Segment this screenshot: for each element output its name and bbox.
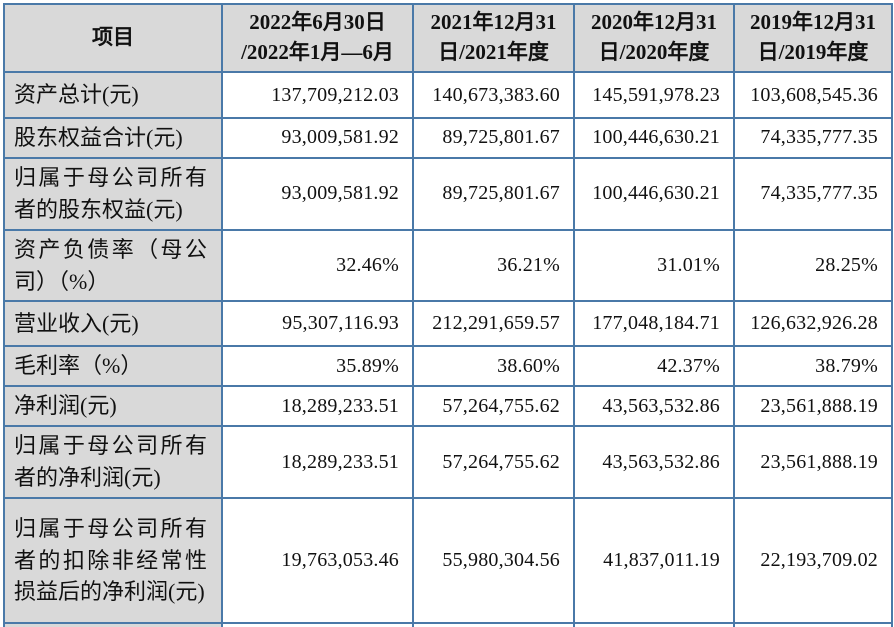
row-label-cell: 归属于母公司所有者的股东权益(元) [3,156,223,231]
row-value-cell: 18,289,233.51 [221,385,414,428]
cutoff-value-cell [221,622,414,627]
row-value-cell: 36.21% [412,228,575,303]
row-value-cell: 55,980,304.56 [412,497,575,625]
row-value-cell: 140,673,383.60 [412,71,575,119]
row-value-cell: 93,009,581.92 [221,117,414,159]
row-value-cell: 42.37% [573,345,735,388]
row-value-cell: 74,335,777.35 [733,156,893,231]
table-row: 归属于母公司所有者的扣除非经常性损益后的净利润(元) 19,763,053.46 5… [3,497,893,625]
table-row: 归属于母公司所有者的股东权益(元) 93,009,581.92 89,725,801… [3,156,893,231]
row-label-cell: 归属于母公司所有者的净利润(元) [3,425,223,500]
row-label-cell: 资产总计(元) [3,71,223,119]
row-value-cell: 31.01% [573,228,735,303]
table-row: 资产负债率（母公司）（%） 32.46% 36.21% 31.01% 28.25% [3,228,893,303]
table-row: 股东权益合计(元) 93,009,581.92 89,725,801.67 100,4… [3,117,893,159]
row-value-cell: 126,632,926.28 [733,300,893,348]
row-value-cell: 145,591,978.23 [573,71,735,119]
table-row: 净利润(元) 18,289,233.51 57,264,755.62 43,563,5… [3,385,893,428]
row-value-cell: 212,291,659.57 [412,300,575,348]
table-row: 毛利率（%） 35.89% 38.60% 42.37% 38.79% [3,345,893,388]
row-value-cell: 38.79% [733,345,893,388]
row-label-cell: 股东权益合计(元) [3,117,223,159]
cutoff-value-cell [733,622,893,627]
header-cell-period-2020: 2020年12月31 日/2020年度 [573,3,735,73]
cutoff-row [3,622,893,627]
cutoff-value-cell [412,622,575,627]
row-value-cell: 137,709,212.03 [221,71,414,119]
row-value-cell: 43,563,532.86 [573,425,735,500]
row-value-cell: 41,837,011.19 [573,497,735,625]
table-row: 营业收入(元) 95,307,116.93 212,291,659.57 177,04… [3,300,893,348]
table-row: 归属于母公司所有者的净利润(元) 18,289,233.51 57,264,755.… [3,425,893,500]
row-value-cell: 35.89% [221,345,414,388]
row-value-cell: 93,009,581.92 [221,156,414,231]
header-cell-period-2019: 2019年12月31 日/2019年度 [733,3,893,73]
row-value-cell: 89,725,801.67 [412,156,575,231]
row-label-cell: 毛利率（%） [3,345,223,388]
table-row: 资产总计(元) 137,709,212.03 140,673,383.60 145,5… [3,71,893,119]
header-cell-item: 项目 [3,3,223,73]
row-value-cell: 43,563,532.86 [573,385,735,428]
row-value-cell: 100,446,630.21 [573,156,735,231]
row-value-cell: 74,335,777.35 [733,117,893,159]
row-value-cell: 32.46% [221,228,414,303]
row-value-cell: 95,307,116.93 [221,300,414,348]
header-cell-period-2021: 2021年12月31 日/2021年度 [412,3,575,73]
row-value-cell: 100,446,630.21 [573,117,735,159]
cutoff-value-cell [573,622,735,627]
financial-summary-table: 项目 2022年6月30日 /2022年1月—6月 2021年12月31 日/2… [3,3,893,627]
row-value-cell: 38.60% [412,345,575,388]
row-value-cell: 57,264,755.62 [412,385,575,428]
row-label-cell: 营业收入(元) [3,300,223,348]
row-value-cell: 23,561,888.19 [733,385,893,428]
row-label-cell: 归属于母公司所有者的扣除非经常性损益后的净利润(元) [3,497,223,625]
row-label-cell: 净利润(元) [3,385,223,428]
row-value-cell: 103,608,545.36 [733,71,893,119]
header-row: 项目 2022年6月30日 /2022年1月—6月 2021年12月31 日/2… [3,3,893,73]
row-value-cell: 57,264,755.62 [412,425,575,500]
row-value-cell: 177,048,184.71 [573,300,735,348]
row-value-cell: 23,561,888.19 [733,425,893,500]
row-value-cell: 18,289,233.51 [221,425,414,500]
row-label-cell: 资产负债率（母公司）（%） [3,228,223,303]
header-cell-period-2022: 2022年6月30日 /2022年1月—6月 [221,3,414,73]
row-value-cell: 22,193,709.02 [733,497,893,625]
row-value-cell: 89,725,801.67 [412,117,575,159]
cutoff-label-cell [3,622,223,627]
row-value-cell: 19,763,053.46 [221,497,414,625]
row-value-cell: 28.25% [733,228,893,303]
